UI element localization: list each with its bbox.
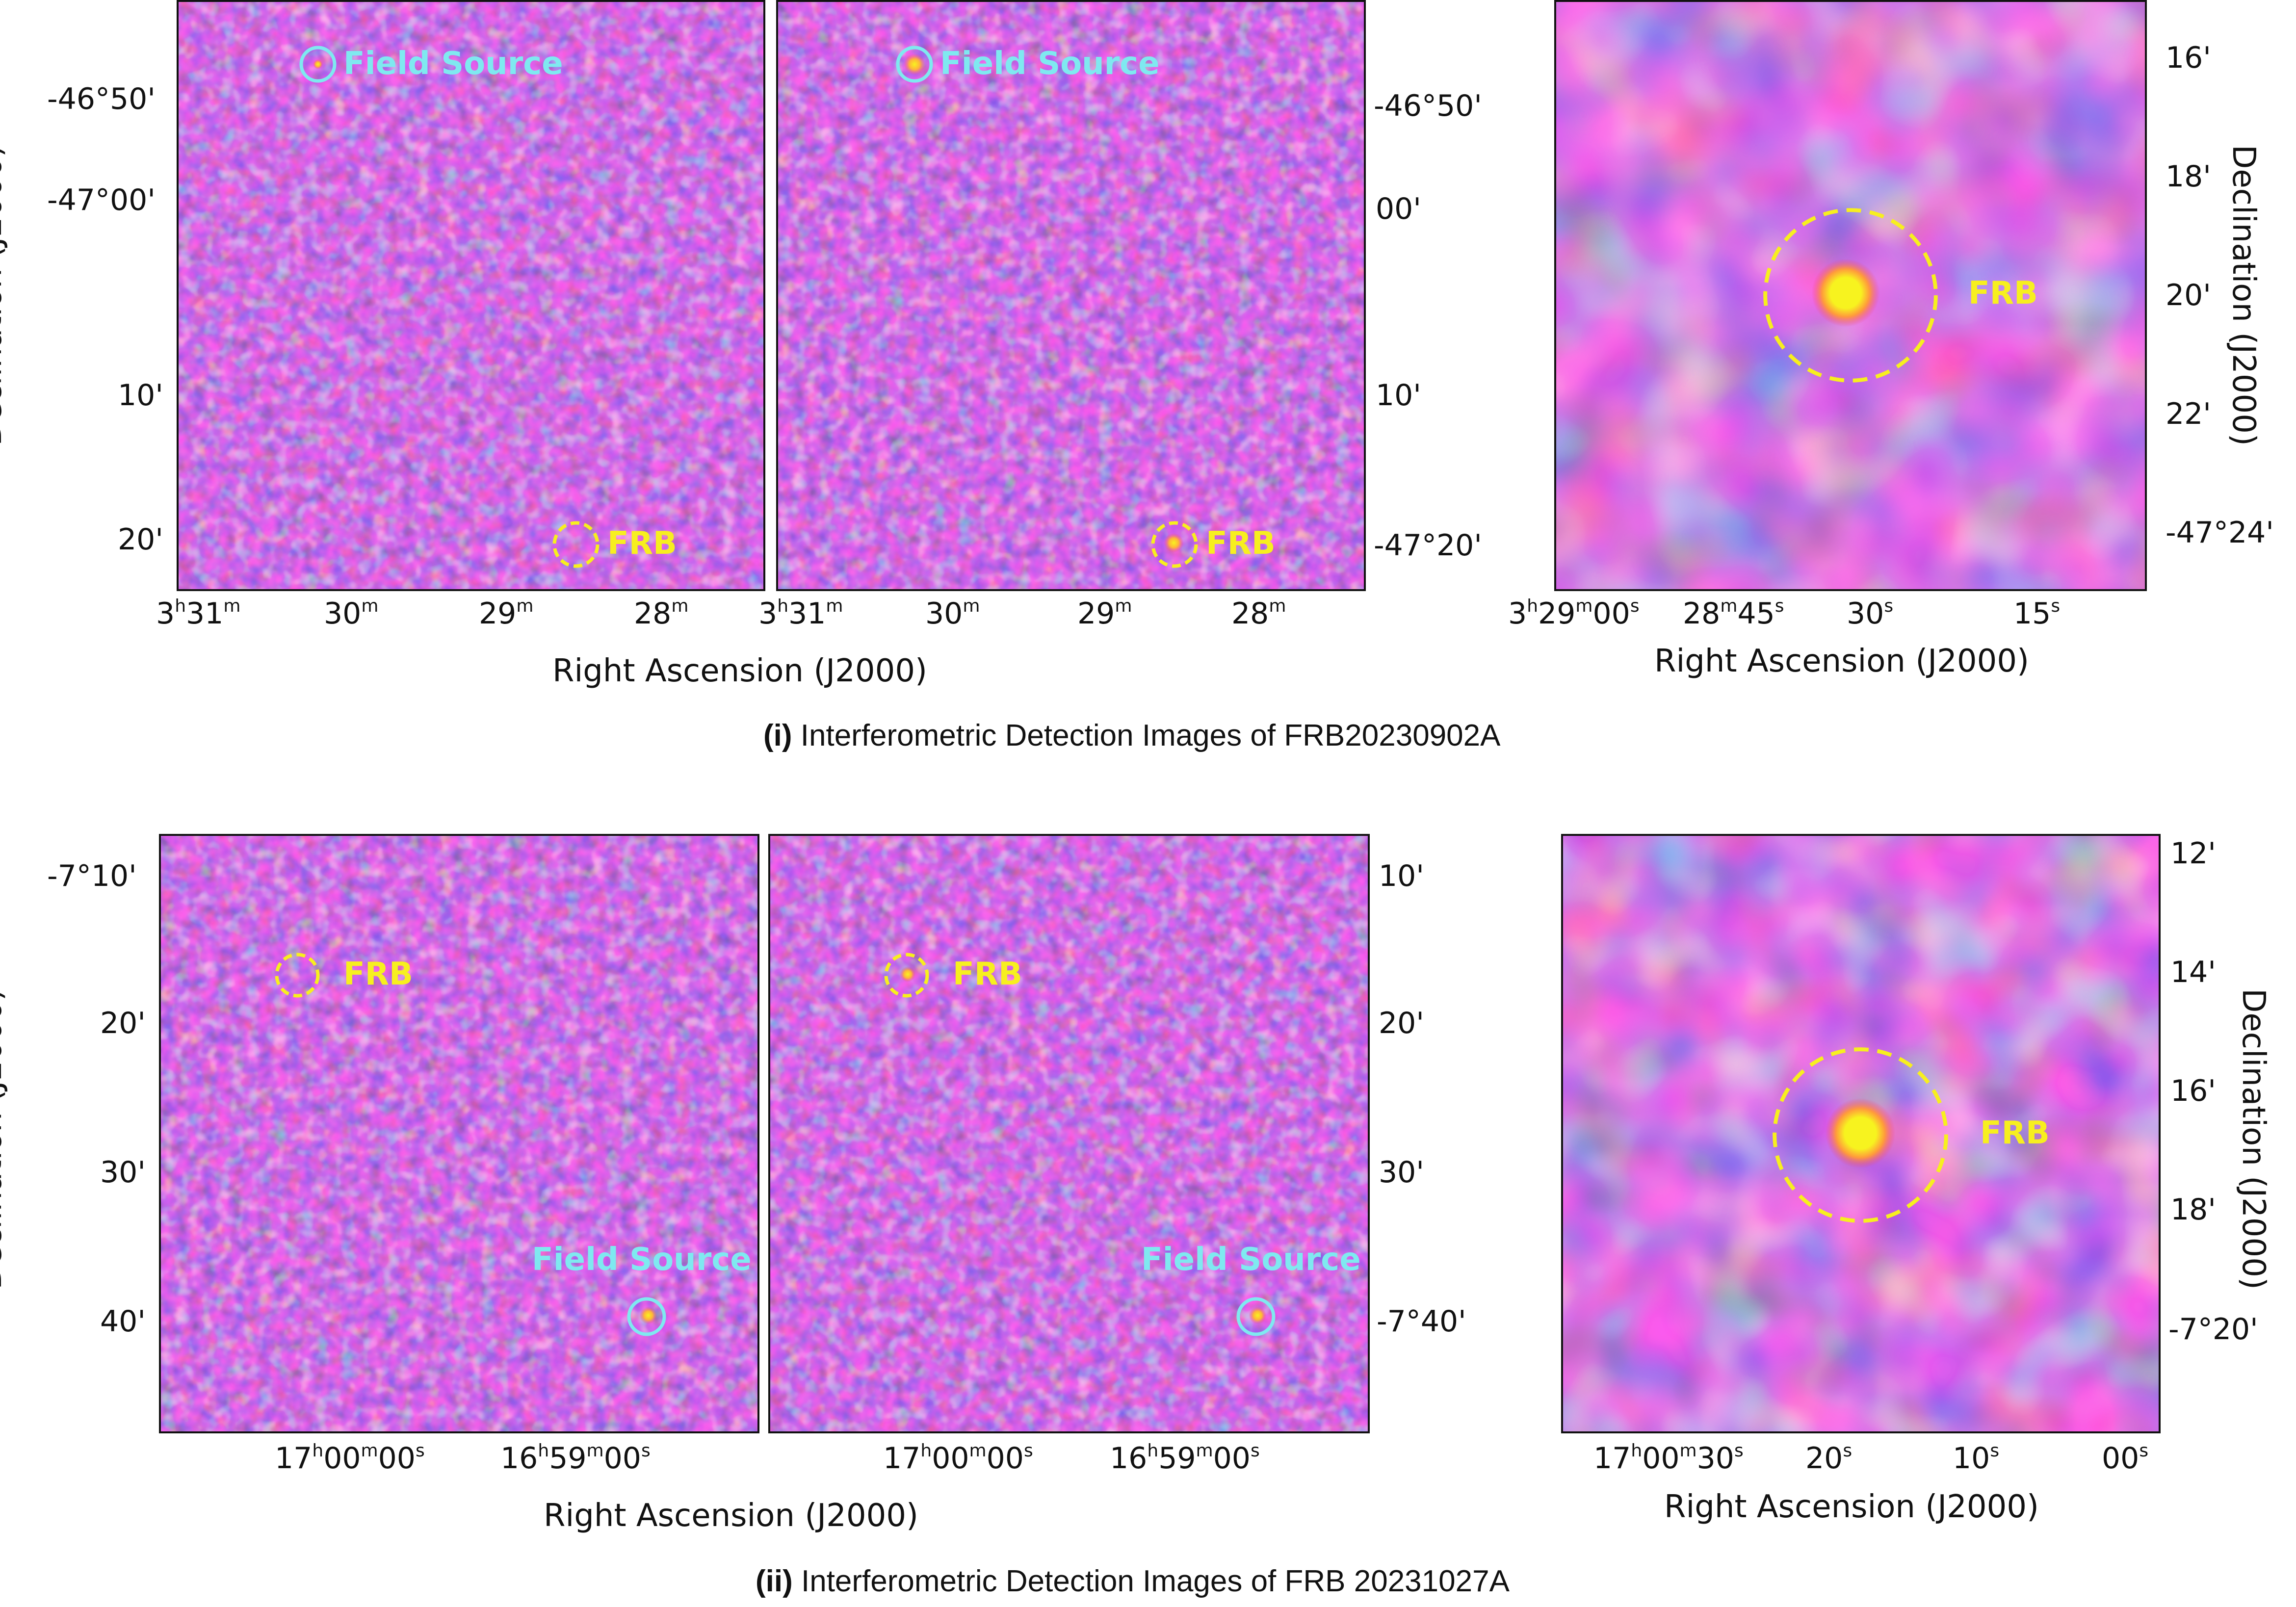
dec-tick-label: 16'	[2166, 41, 2211, 75]
dec-tick-label: 20'	[100, 1006, 146, 1040]
ra-tick-label: 16h59m00s	[1110, 1441, 1260, 1476]
frb-zoom-circle	[1773, 1047, 1948, 1223]
dec-tick-label: -47°24'	[2166, 516, 2274, 550]
ra-axis-title: Right Ascension (J2000)	[552, 653, 927, 689]
dec-tick-label: 00'	[1376, 192, 1421, 226]
figure-caption: (i) Interferometric Detection Images of …	[763, 719, 1501, 752]
dec-axis-title: Declination (J2000)	[0, 145, 9, 446]
field-source-label: Field Source	[1141, 1242, 1361, 1278]
ra-tick-label: 10s	[1953, 1441, 2000, 1476]
ra-tick-label: 29m	[479, 596, 534, 631]
field-source-label: Field Source	[940, 46, 1160, 82]
ra-tick-label: 20s	[1805, 1441, 1852, 1476]
bottom-markers-overlay	[275, 953, 1276, 1336]
ra-tick-label: 17h00m00s	[275, 1441, 425, 1476]
dec-tick-label: 10'	[118, 378, 163, 413]
field-source-circle	[299, 46, 337, 83]
image-panel-bottom-2	[768, 834, 1370, 1433]
ra-tick-label: 28m45s	[1683, 596, 1784, 631]
dec-tick-label: -7°40'	[1377, 1304, 1466, 1339]
ra-tick-label: 3h31m	[156, 596, 241, 631]
ra-axis-title: Right Ascension (J2000)	[544, 1498, 918, 1534]
image-panel-top-1	[177, 0, 765, 591]
ra-tick-label: 17h00m00s	[883, 1441, 1033, 1476]
ra-tick-label: 30m	[925, 596, 980, 631]
ra-tick-label: 28m	[1231, 596, 1286, 631]
ra-tick-label: 16h59m00s	[500, 1441, 651, 1476]
dec-tick-label: 22'	[2166, 397, 2211, 431]
frb-circle	[275, 953, 320, 998]
dec-tick-label: -46°50'	[1374, 89, 1482, 123]
frb-circle	[552, 521, 600, 568]
dec-tick-label: -46°50'	[47, 82, 156, 116]
field-source-label: Field Source	[532, 1242, 752, 1278]
field-source-circle	[627, 1297, 666, 1336]
dec-tick-label: 30'	[100, 1155, 146, 1190]
dec-axis-title: Declination (J2000)	[2225, 145, 2262, 446]
dec-tick-label: 10'	[1379, 859, 1424, 893]
dec-tick-label: 20'	[1379, 1006, 1424, 1040]
ra-tick-label: 15s	[2013, 596, 2061, 631]
dec-tick-label: 12'	[2170, 836, 2216, 871]
dec-tick-label: -7°20'	[2168, 1312, 2258, 1347]
frb-label: FRB	[343, 956, 413, 992]
ra-tick-label: 17h00m30s	[1593, 1441, 1744, 1476]
frb-label: FRB	[607, 525, 677, 562]
figure-caption: (ii) Interferometric Detection Images of…	[756, 1564, 1510, 1598]
dec-tick-label: -47°00'	[47, 183, 156, 217]
dec-tick-label: 18'	[2170, 1192, 2216, 1227]
image-panel-bottom-zoom	[1561, 834, 2161, 1433]
dec-axis-title: Declination (J2000)	[2235, 988, 2271, 1290]
ra-axis-title: Right Ascension (J2000)	[1654, 643, 2029, 679]
dec-tick-label: 20'	[118, 522, 163, 557]
image-panel-top-2	[776, 0, 1366, 591]
ra-tick-label: 00s	[2102, 1441, 2149, 1476]
field-source-label: Field Source	[343, 46, 563, 82]
top-markers-overlay	[299, 46, 1198, 568]
frb-circle	[884, 953, 929, 998]
frb-label: FRB	[1206, 525, 1276, 562]
field-source-circle	[1236, 1297, 1276, 1336]
dec-tick-label: 10'	[1376, 378, 1421, 413]
dec-tick-label: 14'	[2170, 955, 2216, 989]
frb-circle	[1151, 521, 1198, 568]
ra-tick-label: 30m	[324, 596, 379, 631]
frb-zoom-circle	[1763, 208, 1938, 383]
dec-tick-label: 30'	[1379, 1155, 1424, 1190]
dec-tick-label: -47°20'	[1374, 528, 1482, 563]
dec-tick-label: -7°10'	[47, 859, 137, 893]
dec-tick-label: 18'	[2166, 159, 2211, 194]
ra-tick-label: 3h31m	[758, 596, 843, 631]
dec-tick-label: 16'	[2170, 1074, 2216, 1108]
ra-tick-label: 30s	[1847, 596, 1894, 631]
image-panel-top-zoom	[1554, 0, 2147, 591]
ra-tick-label: 28m	[634, 596, 689, 631]
ra-axis-title: Right Ascension (J2000)	[1664, 1489, 2039, 1525]
ra-tick-label: 29m	[1077, 596, 1132, 631]
frb-label: FRB	[1968, 275, 2038, 311]
dec-tick-label: 40'	[100, 1304, 146, 1339]
frb-label: FRB	[953, 956, 1022, 992]
dec-axis-title: Declination (J2000)	[0, 988, 9, 1290]
field-source-circle	[896, 46, 933, 83]
dec-tick-label: 20'	[2166, 278, 2211, 312]
frb-label: FRB	[1980, 1115, 2050, 1151]
ra-tick-label: 3h29m00s	[1508, 596, 1640, 631]
